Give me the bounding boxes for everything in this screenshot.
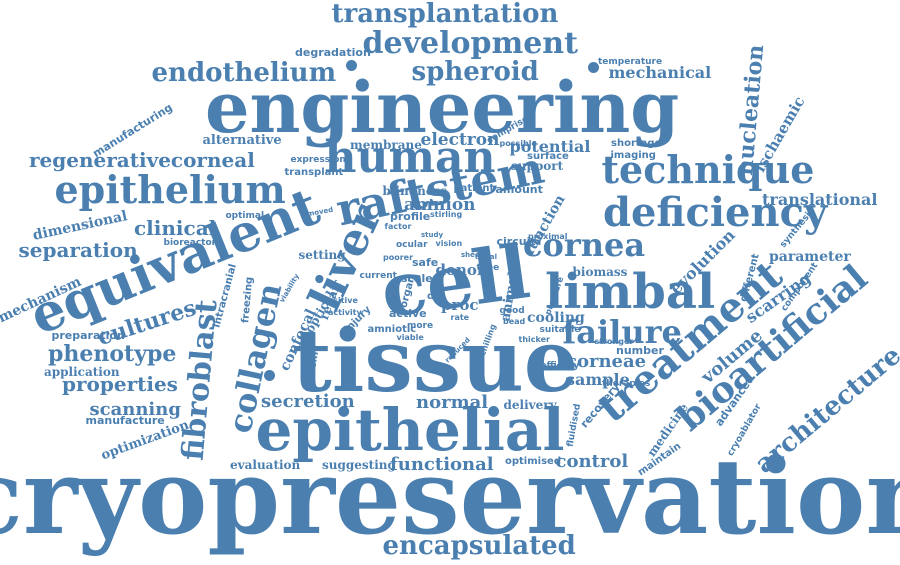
cloud-word-parameter: parameter — [769, 249, 851, 265]
cloud-word-activity: activity — [328, 308, 362, 317]
cloud-word-transplant: transplant — [284, 167, 344, 178]
cloud-word-clinical: clinical — [134, 216, 217, 240]
cloud-word-control: control — [555, 451, 629, 472]
cloud-word-sheet: sheet — [461, 250, 483, 259]
cloud-word-electron: electron — [420, 129, 500, 150]
cloud-word-failure: failure — [562, 313, 682, 351]
cloud-word-mechanical: mechanical — [608, 63, 712, 82]
cloud-word-good: good — [499, 305, 525, 316]
cloud-word-active: active — [389, 306, 427, 320]
cloud-word-amnion: amnion — [404, 194, 476, 215]
cloud-word-technique: technique — [601, 147, 815, 192]
cloud-word-ocular: ocular — [396, 239, 428, 250]
cloud-word-application: application — [44, 365, 120, 379]
cloud-word-expression: expression — [290, 154, 346, 165]
cloud-word-factor: factor — [384, 222, 412, 231]
cloud-word-spheroid: spheroid — [411, 57, 539, 87]
cloud-word-optimal: optimal — [225, 210, 265, 221]
cloud-word-corneae: corneae — [566, 351, 647, 372]
bullet-dot — [588, 62, 599, 73]
cloud-word-development: development — [362, 26, 578, 61]
cloud-word-suggesting: suggesting — [322, 458, 396, 472]
cloud-word-regenerativecorneal: regenerativecorneal — [29, 148, 255, 172]
cloud-word-therapies: therapies — [602, 378, 651, 389]
cloud-word-preparation: preparation — [51, 328, 125, 342]
cloud-word-deficiency: deficiency — [603, 189, 828, 236]
cloud-word-proc: proc — [441, 295, 479, 314]
cloud-word-optimised: optimised — [505, 456, 561, 467]
cloud-word-circuit: circuit — [496, 234, 536, 248]
cloud-word-possible: possible — [499, 139, 537, 148]
cloud-word-evaluation: evaluation — [230, 458, 301, 472]
cloud-word-cornea: cornea — [523, 226, 646, 264]
cloud-word-delivery: delivery — [503, 398, 557, 412]
cloud-word-temperature: temperature — [598, 56, 663, 67]
cloud-word-type: type — [476, 262, 500, 273]
cloud-word-normal: normal — [416, 392, 489, 413]
cloud-word-positive: positive — [322, 296, 358, 305]
cloud-word-amniotic: amniotic — [367, 324, 417, 335]
cloud-word-separation: separation — [18, 238, 138, 262]
cloud-word-distal: distal — [475, 252, 498, 261]
cloud-word-number: number — [616, 343, 664, 357]
cloud-word-membrane: membrane — [350, 138, 422, 152]
cloud-word-setting: setting — [298, 248, 346, 262]
cloud-word-stronger: stronger — [594, 337, 634, 346]
cloud-word-tissue: tissue — [292, 311, 579, 412]
cloud-word-scale: scale — [401, 271, 433, 285]
cloud-word-manufacture: manufacture — [85, 413, 165, 427]
cloud-word-bioreactor: bioreactor — [163, 237, 217, 248]
cloud-word-epithelium: epithelium — [54, 167, 286, 212]
cloud-word-rate: rate — [450, 313, 470, 322]
cloud-word-more: more — [407, 320, 434, 331]
cloud-word-viable: viable — [396, 333, 424, 342]
cloud-word-proximal: proximal — [528, 232, 568, 241]
cloud-word-amount: amount — [495, 182, 543, 196]
cloud-word-engineering: engineering — [205, 66, 680, 149]
cloud-word-patient: patient — [453, 183, 495, 194]
cloud-word-donor: donor — [435, 260, 485, 279]
bullet-dot — [346, 60, 357, 71]
cloud-word-properties: properties — [62, 372, 178, 396]
cloud-word-vision: vision — [435, 239, 463, 248]
cloud-word-blindness: blindness — [382, 184, 448, 198]
cloud-word-scanning: scanning — [89, 399, 181, 420]
cloud-word-cooling: cooling — [527, 310, 585, 326]
cloud-word-suitable: suitable — [539, 324, 581, 335]
cloud-word-dlb: dlb — [427, 291, 445, 302]
cloud-word-safe: safe — [412, 255, 439, 269]
cloud-word-stirling: stirling — [430, 210, 463, 219]
cloud-word-epithelial: epithelial — [255, 396, 565, 464]
cloud-word-imaging: imaging — [610, 150, 656, 161]
cloud-word-functional: functional — [390, 454, 494, 475]
cloud-word-efficacy: efficacy — [540, 360, 580, 371]
cloud-word-thicker: thicker — [518, 335, 550, 344]
cloud-word-shortage: shortage — [611, 138, 662, 149]
cloud-word-current: current — [359, 270, 397, 281]
cloud-word-translational: translational — [762, 190, 878, 209]
cloud-word-cryopreservation: cryopreservation — [0, 435, 900, 558]
cloud-word-transplantation: transplantation — [331, 0, 559, 29]
cloud-word-support: support — [511, 159, 564, 173]
cloud-word-human: human — [324, 132, 496, 183]
cloud-word-phenotype: phenotype — [48, 341, 177, 367]
cloud-word-bead: bead — [503, 317, 526, 326]
cloud-word-encapsulated: encapsulated — [382, 531, 576, 561]
cloud-word-biomass: biomass — [572, 265, 628, 279]
cloud-word-surface: surface — [527, 151, 569, 162]
cloud-word-endothelium: endothelium — [151, 58, 337, 88]
cloud-word-degradation: degradation — [295, 45, 371, 59]
bullet-dot — [264, 370, 275, 381]
cloud-word-poorer: poorer — [383, 253, 414, 262]
cloud-word-alternative: alternative — [202, 132, 282, 148]
cloud-word-potential: potential — [509, 137, 591, 156]
cloud-word-sample: sample — [566, 370, 630, 389]
cloud-word-secretion: secretion — [261, 391, 355, 412]
cloud-word-limbal: limbal — [545, 264, 716, 320]
cloud-word-profile: profile — [390, 209, 431, 223]
cloud-word-study: study — [421, 230, 444, 239]
